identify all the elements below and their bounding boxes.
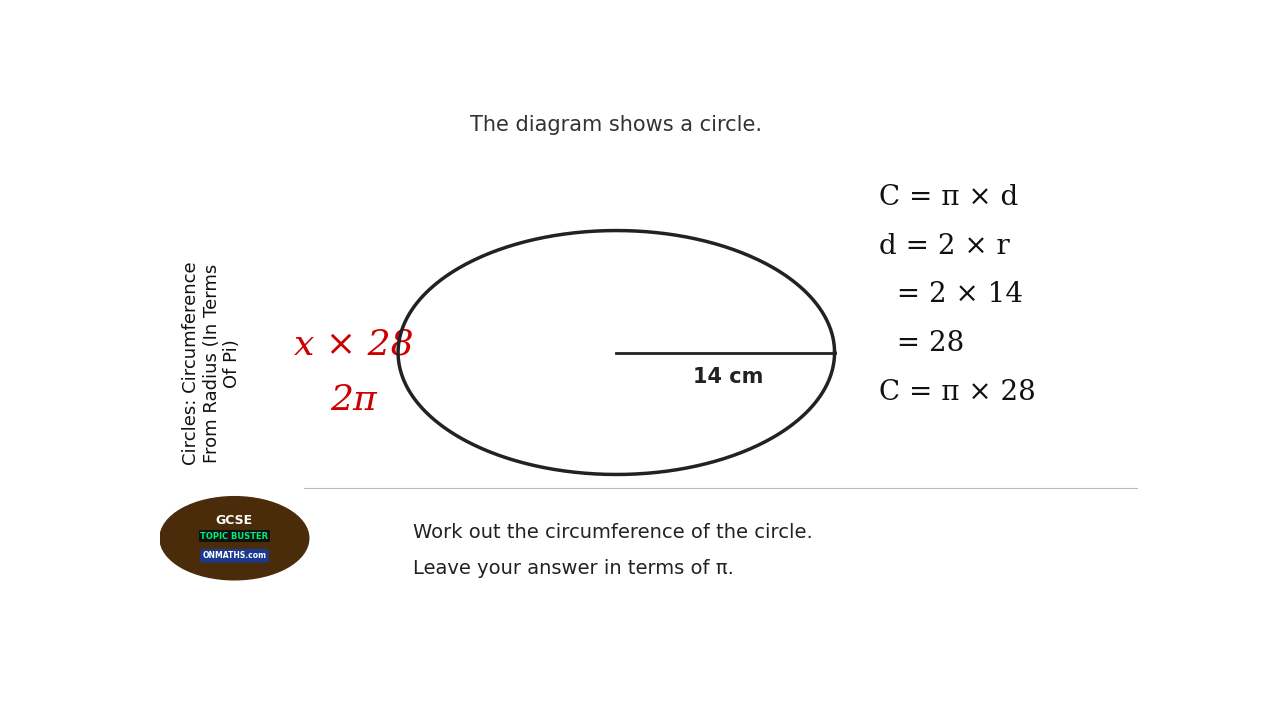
Text: = 28: = 28 (879, 330, 964, 357)
Text: C = π × 28: C = π × 28 (879, 379, 1036, 406)
Circle shape (160, 497, 308, 580)
Text: 2π: 2π (330, 382, 376, 417)
Text: ONMATHS.com: ONMATHS.com (202, 552, 266, 560)
Text: Circles: Circumference
From Radius (In Terms
Of Pi): Circles: Circumference From Radius (In T… (182, 262, 242, 465)
Text: Leave your answer in terms of π.: Leave your answer in terms of π. (413, 559, 733, 578)
Text: d = 2 × r: d = 2 × r (879, 233, 1010, 260)
Text: x × 28: x × 28 (293, 327, 413, 361)
Text: C = π × d: C = π × d (879, 184, 1019, 211)
Text: The diagram shows a circle.: The diagram shows a circle. (470, 115, 763, 135)
Text: 14 cm: 14 cm (694, 367, 764, 387)
Text: TOPIC BUSTER: TOPIC BUSTER (201, 531, 269, 541)
Text: Work out the circumference of the circle.: Work out the circumference of the circle… (413, 523, 813, 542)
Text: = 2 × 14: = 2 × 14 (879, 282, 1023, 308)
Text: GCSE: GCSE (216, 514, 253, 527)
